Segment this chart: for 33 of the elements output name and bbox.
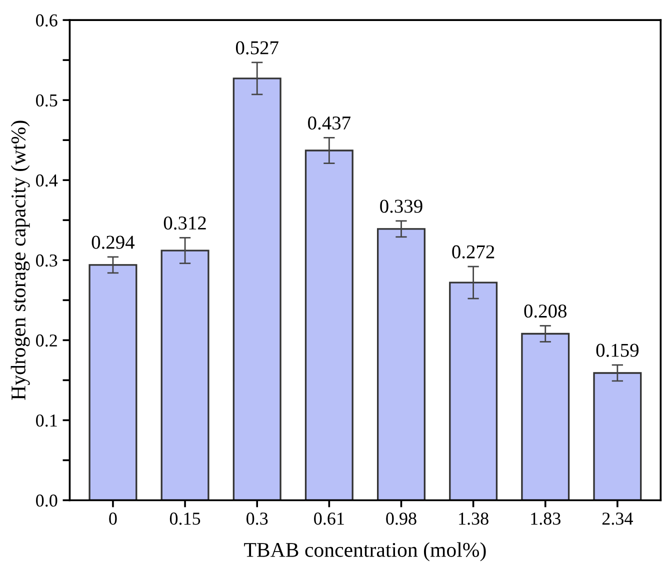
bar: [376, 228, 426, 500]
bar: [521, 332, 570, 500]
x-tick-label: 1.38: [459, 512, 488, 525]
bar: [449, 282, 498, 500]
y-tick-label: 0.5: [36, 94, 58, 107]
x-tick-label: 0.15: [170, 512, 200, 525]
bar: [304, 150, 354, 500]
x-tick-label: 0.3: [246, 512, 268, 525]
y-tick-label: 0.4: [36, 174, 58, 187]
data-label: 0.208: [524, 304, 567, 318]
x-tick-label: 2.34: [602, 512, 633, 525]
bar: [88, 264, 138, 500]
x-tick-label: 0.61: [314, 512, 344, 525]
y-tick-label: 0.3: [36, 254, 58, 267]
y-tick-label: 0.0: [36, 494, 58, 507]
x-tick-label: 0.98: [386, 512, 416, 525]
data-label: 0.272: [452, 245, 494, 259]
data-label: 0.159: [596, 344, 639, 357]
data-label: 0.339: [380, 200, 422, 213]
bar: [160, 250, 210, 500]
x-tick-label: 0: [109, 512, 117, 525]
data-label: 0.294: [92, 236, 135, 249]
y-axis-title: Hydrogen storage capacity (wt%): [10, 120, 30, 400]
data-label: 0.312: [164, 216, 206, 230]
data-label: 0.437: [308, 116, 350, 130]
data-label: 0.527: [236, 41, 278, 54]
x-tick-label: 1.83: [531, 512, 560, 525]
x-axis-title: TBAB concentration (mol%): [244, 542, 486, 562]
y-tick-label: 0.1: [36, 414, 57, 427]
y-tick-label: 0.6: [36, 14, 58, 27]
bar: [593, 372, 642, 500]
bar: [232, 78, 282, 500]
y-tick-label: 0.2: [36, 334, 57, 347]
